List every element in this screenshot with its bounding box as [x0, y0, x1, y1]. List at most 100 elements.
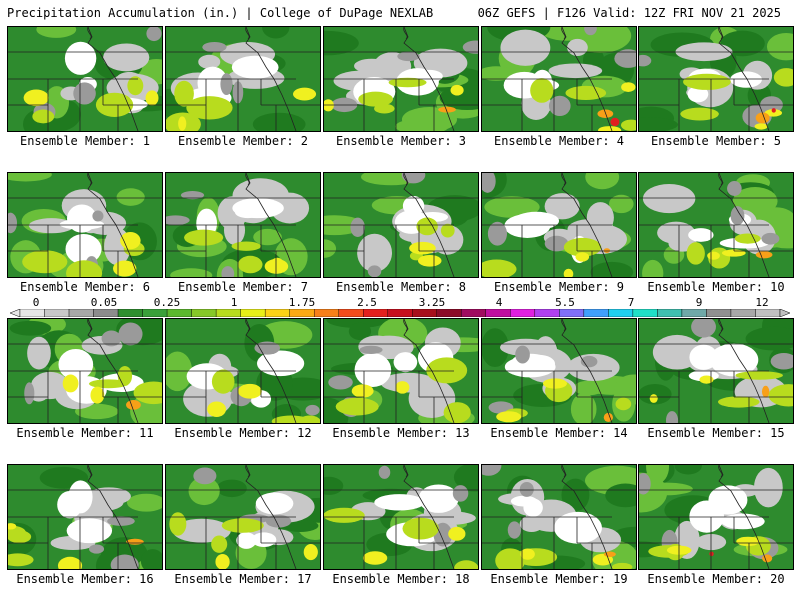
precip-yellow-green — [117, 365, 133, 386]
dry-area-white — [255, 492, 294, 515]
precip-map — [481, 172, 637, 278]
dry-area-white — [523, 498, 543, 517]
precip-yellow-green — [221, 518, 264, 533]
dry-area-gray — [770, 352, 793, 370]
dry-area-white — [257, 350, 305, 377]
colorbar-tick-label: 0.05 — [90, 296, 118, 309]
dry-area-white — [374, 494, 425, 511]
colorbar: 0 0.05 0.25 1 1.75 2.5 3.25 4 5.5 7 9 12 — [10, 296, 790, 320]
precip-shade — [126, 493, 162, 512]
river-line — [403, 173, 455, 277]
precip-map-graphic — [482, 319, 636, 423]
dry-area-gray — [515, 345, 530, 364]
ensemble-member-label: Ensemble Member: 8 — [335, 280, 467, 294]
river-bend — [561, 319, 566, 332]
precip-yellow-green — [482, 259, 513, 277]
dry-area-white — [251, 532, 277, 548]
river-bend — [718, 465, 723, 478]
precip-map — [165, 172, 321, 278]
dry-area-gray — [180, 191, 205, 200]
state-borders — [324, 197, 478, 277]
precip-map-graphic — [324, 27, 478, 131]
precip-yellow-green — [271, 415, 311, 423]
river-bend — [87, 465, 92, 478]
header-right-title: 06Z GEFS | F126 Valid: 12Z FRI NOV 21 20… — [477, 6, 781, 20]
dry-area-gray — [354, 58, 390, 74]
dry-area-gray — [166, 215, 190, 226]
precip-yellow — [215, 553, 230, 569]
precip-yellow-green — [388, 77, 427, 88]
precip-map-graphic — [482, 465, 636, 569]
ensemble-member-label: Ensemble Member: 11 — [16, 426, 154, 440]
river-line — [245, 319, 297, 423]
precip-yellow — [113, 260, 137, 277]
colorbar-swatch — [93, 309, 119, 317]
precip-shade — [36, 27, 77, 38]
ensemble-member-label: Ensemble Member: 4 — [493, 134, 625, 148]
colorbar-swatch — [485, 309, 511, 317]
colorbar-swatch — [289, 309, 315, 317]
colorbar-tick-label: 0 — [32, 296, 40, 309]
ensemble-member-label: Ensemble Member: 14 — [490, 426, 628, 440]
precip-yellow-green — [211, 535, 228, 553]
precip-map-graphic — [166, 319, 320, 423]
dry-area-gray — [198, 54, 221, 69]
precip-orange — [603, 412, 613, 423]
ensemble-member-label: Ensemble Member: 6 — [19, 280, 151, 294]
dry-area-white — [504, 214, 551, 238]
river-bend — [87, 27, 92, 40]
precip-orange — [755, 112, 770, 124]
river-bend — [403, 465, 408, 478]
precip-map-graphic — [324, 173, 478, 277]
precip-yellow-green — [133, 381, 162, 405]
precip-shade — [639, 482, 693, 496]
precip-map — [638, 464, 794, 570]
dry-area-gray — [730, 206, 745, 226]
dry-area-white — [730, 71, 762, 88]
river-line — [718, 319, 770, 423]
ensemble-member-label: Ensemble Member: 12 — [174, 426, 312, 440]
state-borders — [166, 343, 320, 423]
ensemble-member-label: Ensemble Member: 3 — [335, 134, 467, 148]
river-bend — [245, 465, 250, 478]
ensemble-member-label: Ensemble Member: 15 — [647, 426, 785, 440]
river-bend — [403, 27, 408, 40]
precip-yellow-green — [680, 107, 719, 121]
dry-area-gray — [367, 265, 382, 277]
dry-area-white — [504, 356, 556, 378]
precip-shade — [348, 322, 372, 341]
precip-map-graphic — [8, 319, 162, 423]
colorbar-swatch — [387, 309, 413, 317]
dry-area-gray — [397, 51, 420, 62]
colorbar-tick-label: 12 — [755, 296, 769, 309]
precip-yellow — [520, 548, 535, 560]
precip-yellow — [62, 374, 79, 393]
dry-area-gray — [146, 27, 162, 42]
header: Precipitation Accumulation (in.) | Colle… — [0, 0, 800, 22]
ensemble-member-label: Ensemble Member: 18 — [332, 572, 470, 586]
precip-yellow — [237, 383, 262, 399]
precip-shade — [639, 383, 672, 405]
precip-yellow — [270, 257, 284, 272]
precip-shade — [608, 194, 634, 214]
ensemble-member-label: Ensemble Member: 2 — [177, 134, 309, 148]
colorbar-swatch — [412, 309, 437, 317]
precip-yellow-green — [66, 260, 103, 277]
precip-yellow — [450, 84, 464, 96]
colorbar-swatch — [313, 309, 339, 317]
precip-shade — [216, 479, 247, 498]
precip-yellow — [542, 378, 567, 389]
precip-shade — [324, 239, 337, 258]
precip-yellow-green — [426, 357, 468, 384]
dry-area-white — [57, 490, 83, 519]
precip-yellow-green — [174, 80, 194, 107]
precip-map — [165, 26, 321, 132]
colorbar-swatch — [264, 309, 290, 317]
colorbar-swatch — [583, 309, 609, 317]
state-borders — [482, 197, 636, 277]
precip-yellow — [90, 386, 105, 404]
dry-area-gray — [507, 521, 521, 539]
dry-area-white — [59, 218, 105, 230]
precip-yellow — [764, 109, 783, 117]
precip-map — [7, 318, 163, 424]
